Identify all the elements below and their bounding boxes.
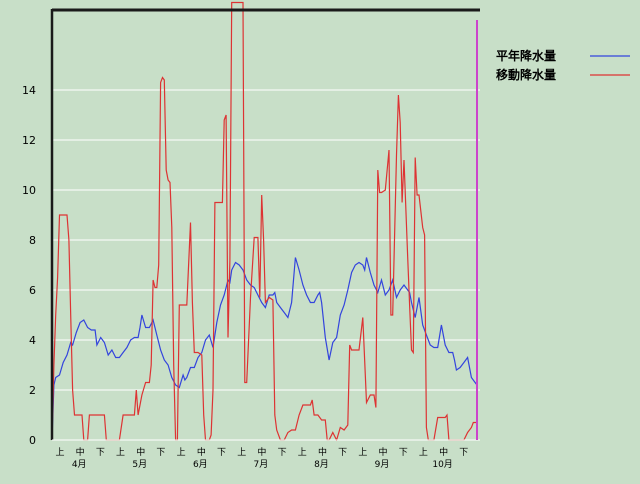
x-period-label: 下 [338, 448, 347, 458]
x-month-label: 5月 [132, 459, 147, 470]
gridlines [52, 89, 480, 391]
x-period-label: 中 [257, 446, 266, 458]
x-period-label: 中 [76, 446, 85, 458]
x-period-label: 中 [318, 446, 327, 458]
x-period-label: 下 [217, 448, 226, 458]
series-layer [52, 1, 478, 441]
axes [50, 8, 480, 441]
y-tick-label: 6 [29, 284, 36, 297]
series-line-2 [52, 1, 477, 441]
x-period-label: 中 [439, 446, 448, 458]
y-tick-label: 14 [22, 84, 36, 97]
series-line-1 [52, 257, 478, 441]
legend-label-2: 移動降水量 [496, 67, 556, 82]
y-tick-label: 2 [29, 384, 36, 397]
x-period-label: 中 [197, 446, 206, 458]
y-tick-label: 12 [22, 134, 36, 147]
x-period-label: 下 [96, 448, 105, 458]
x-period-label: 下 [399, 448, 408, 458]
x-period-label: 下 [459, 448, 468, 458]
x-period-label: 下 [156, 448, 165, 458]
x-month-label: 10月 [432, 459, 452, 470]
legend-label-1: 平年降水量 [496, 48, 556, 63]
x-period-label: 上 [298, 447, 307, 458]
x-period-label: 中 [379, 446, 388, 458]
x-period-label: 上 [55, 447, 64, 458]
x-period-label: 中 [136, 446, 145, 458]
x-period-label: 上 [419, 447, 428, 458]
x-period-label: 上 [237, 447, 246, 458]
x-month-label: 7月 [254, 459, 269, 470]
y-tick-label: 10 [22, 184, 36, 197]
x-month-label: 9月 [375, 459, 390, 470]
y-tick-label: 8 [29, 234, 36, 247]
x-period-label: 下 [278, 448, 287, 458]
x-month-label: 8月 [314, 459, 329, 470]
x-period-label: 上 [116, 447, 125, 458]
y-tick-label: 4 [29, 334, 36, 347]
x-period-label: 上 [358, 447, 367, 458]
x-period-label: 上 [177, 447, 186, 458]
x-month-label: 6月 [193, 459, 208, 470]
y-tick-label: 0 [29, 434, 36, 447]
tick-labels: 02468101214上中下4月上中下5月上中下6月上中下7月上中下8月上中下9… [22, 84, 468, 470]
x-month-label: 4月 [72, 459, 87, 470]
